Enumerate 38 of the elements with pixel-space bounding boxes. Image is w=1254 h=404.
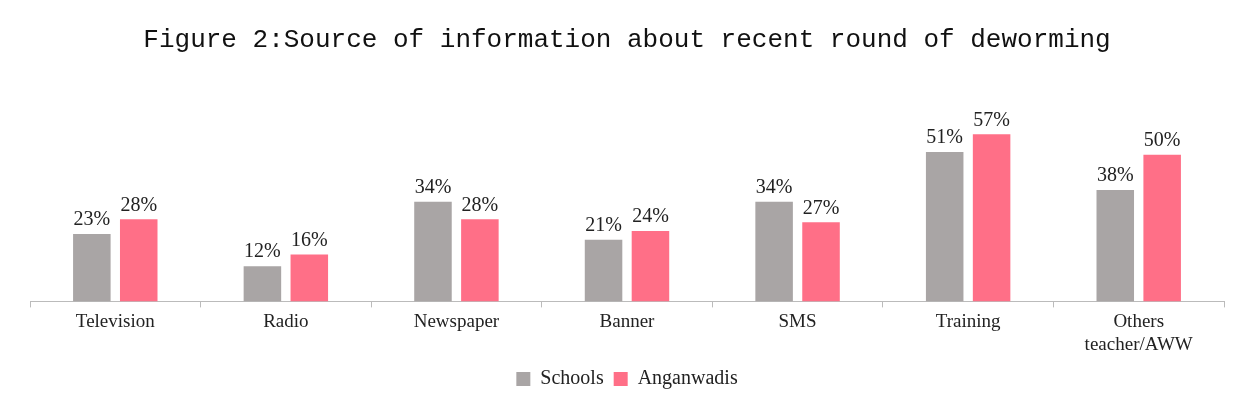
x-tick-label: Training	[935, 309, 1002, 331]
data-label: 28%	[120, 192, 158, 215]
x-tick-label: Banner	[599, 309, 656, 331]
bar	[1143, 154, 1181, 302]
bar	[73, 233, 111, 302]
legend-label: Anganwadis	[637, 366, 738, 390]
data-label: 51%	[926, 125, 964, 148]
bar	[119, 219, 158, 302]
x-tick-label: Newspaper	[413, 309, 500, 331]
bar	[925, 151, 964, 302]
x-tick-label: Radio	[263, 309, 309, 331]
data-label: 23%	[73, 207, 111, 230]
data-label: 16%	[290, 227, 328, 250]
bar	[243, 266, 282, 302]
bar	[631, 231, 670, 302]
x-tick-label: Others teacher/AWW	[1084, 309, 1193, 354]
data-label: 27%	[802, 195, 840, 218]
bar	[1096, 190, 1135, 302]
x-tick-label: SMS	[778, 309, 817, 331]
bar	[755, 201, 793, 302]
data-label: 12%	[244, 239, 281, 262]
bar	[802, 222, 840, 302]
data-label: 28%	[461, 192, 499, 215]
bar	[584, 239, 623, 302]
data-label: 34%	[414, 174, 452, 197]
bar	[290, 254, 329, 302]
data-label: 57%	[973, 107, 1010, 130]
data-label: 38%	[1096, 163, 1134, 186]
bar	[972, 134, 1011, 302]
legend-label: Schools	[540, 366, 604, 389]
data-label: 34%	[755, 174, 793, 197]
data-label: 50%	[1143, 128, 1181, 151]
bar	[414, 201, 452, 302]
data-label: 24%	[632, 204, 669, 227]
chart-title: Figure 2:Source of information about recent round of deworming	[143, 25, 1111, 56]
data-label: 21%	[585, 213, 622, 236]
x-tick-label: Television	[75, 309, 156, 331]
bar	[461, 219, 499, 302]
